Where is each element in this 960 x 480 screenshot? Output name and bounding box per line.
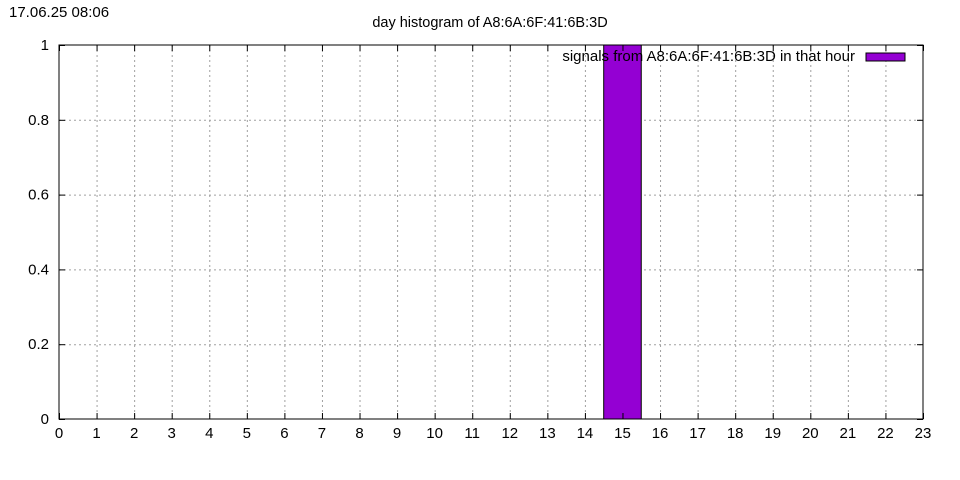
x-tick-label: 21: [840, 425, 857, 442]
y-tick-label: 0.6: [28, 187, 49, 204]
histogram-bar: [603, 44, 642, 420]
x-tick-label: 18: [727, 425, 744, 442]
y-tick-label: 0.2: [28, 336, 49, 353]
x-tick-label: 19: [764, 425, 781, 442]
x-tick-label: 20: [802, 425, 819, 442]
x-tick-label: 1: [92, 425, 100, 442]
x-tick-label: 17: [689, 425, 706, 442]
y-tick-label: 0: [41, 411, 49, 428]
x-tick-label: 13: [539, 425, 556, 442]
x-tick-label: 15: [614, 425, 631, 442]
x-tick-label: 8: [355, 425, 363, 442]
x-tick-label: 5: [243, 425, 251, 442]
legend-label: signals from A8:6A:6F:41:6B:3D in that h…: [562, 48, 855, 65]
x-tick-label: 7: [318, 425, 326, 442]
x-tick-label: 12: [501, 425, 518, 442]
x-tick-label: 9: [393, 425, 401, 442]
y-tick-label: 0.4: [28, 261, 49, 278]
chart-title: day histogram of A8:6A:6F:41:6B:3D: [372, 15, 607, 31]
timestamp: 17.06.25 08:06: [9, 4, 110, 21]
x-tick-label: 3: [168, 425, 176, 442]
x-tick-label: 0: [55, 425, 63, 442]
x-tick-label: 22: [877, 425, 894, 442]
x-tick-label: 4: [205, 425, 213, 442]
x-tick-label: 16: [652, 425, 669, 442]
x-tick-label: 6: [280, 425, 288, 442]
x-tick-label: 2: [130, 425, 138, 442]
y-tick-label: 1: [41, 37, 49, 54]
y-tick-label: 0.8: [28, 112, 49, 129]
x-tick-label: 23: [915, 425, 932, 442]
plot-frame: [58, 44, 924, 420]
x-tick-label: 14: [577, 425, 594, 442]
legend: signals from A8:6A:6F:41:6B:3D in that h…: [562, 48, 906, 65]
axis-ticks: 0 1 2 3 4 5 6 7 8 9 10 11 12 13 14 15 16 17 18 19 20 21 22 2300…: [28, 37, 931, 442]
bars: [603, 44, 642, 420]
x-tick-label: 10: [426, 425, 443, 442]
x-tick-label: 11: [464, 425, 480, 442]
grid-lines: [59, 45, 923, 419]
legend-swatch: [865, 52, 906, 62]
